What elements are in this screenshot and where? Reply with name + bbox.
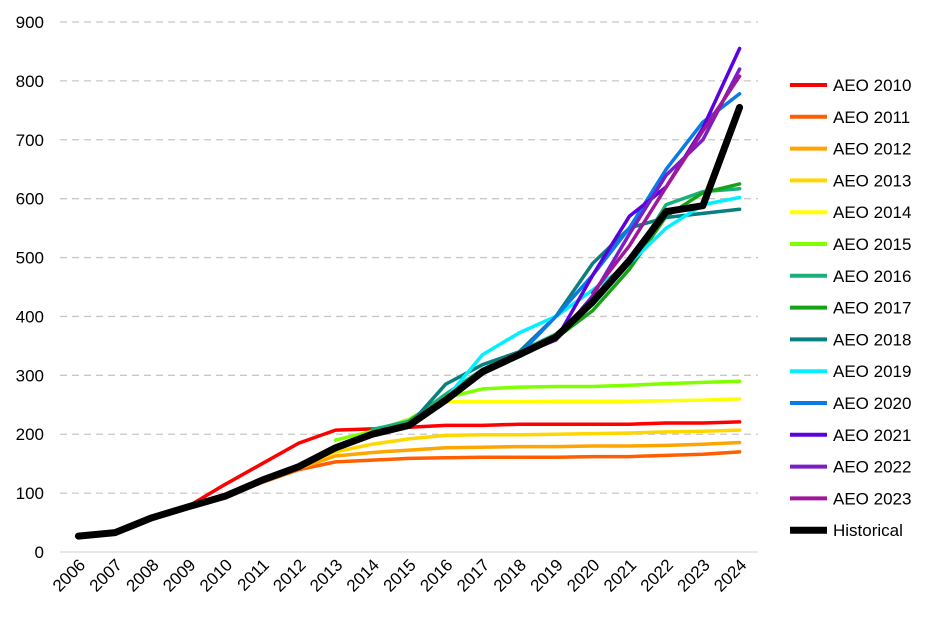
x-tick-label: 2010	[196, 555, 236, 595]
series-line-aeo-2016	[370, 186, 742, 432]
legend-label: AEO 2016	[833, 267, 911, 286]
x-tick-label: 2008	[122, 555, 162, 595]
series-line-historical	[74, 103, 744, 540]
x-tick-label: 2014	[343, 555, 383, 595]
x-tick-label: 2020	[563, 555, 603, 595]
legend-label: AEO 2022	[833, 458, 911, 477]
x-tick-label: 2009	[159, 555, 199, 595]
x-tick-label: 2006	[49, 555, 89, 595]
y-tick-label: 300	[16, 366, 44, 385]
x-tick-label: 2021	[600, 555, 640, 595]
x-tick-label: 2019	[527, 555, 567, 595]
x-axis-ticks: 2006200720082009201020112012201320142015…	[49, 555, 750, 595]
y-tick-label: 400	[16, 307, 44, 326]
series-line-aeo-2012	[260, 440, 742, 485]
x-tick-label: 2013	[306, 555, 346, 595]
legend-label: AEO 2011	[833, 108, 910, 127]
series-line-aeo-2023	[590, 74, 742, 295]
y-axis-ticks: 0 100 200 300 400 500 600 700 800 900	[16, 13, 44, 562]
x-tick-label: 2016	[416, 555, 456, 595]
y-tick-label: 900	[16, 13, 44, 32]
x-tick-label: 2018	[490, 555, 530, 595]
legend-label: AEO 2020	[833, 394, 911, 413]
legend-label: AEO 2012	[833, 140, 911, 159]
series-line-aeo-2011	[223, 450, 742, 498]
y-tick-label: 200	[16, 425, 44, 444]
y-tick-label: 600	[16, 190, 44, 209]
legend: AEO 2010 AEO 2011 AEO 2012 AEO 2013 AEO 2014…	[790, 76, 911, 540]
x-tick-label: 2011	[234, 555, 273, 594]
y-tick-label: 500	[16, 249, 44, 268]
legend-label: AEO 2013	[833, 171, 911, 190]
series-line-aeo-2010	[186, 420, 742, 508]
x-tick-label: 2007	[86, 555, 126, 595]
gridlines	[60, 21, 758, 553]
legend-label: AEO 2019	[833, 362, 911, 381]
series-lines	[74, 46, 744, 540]
series-line-aeo-2019	[443, 195, 742, 401]
legend-label: AEO 2014	[833, 203, 911, 222]
x-tick-label: 2015	[380, 555, 420, 595]
y-tick-label: 800	[16, 72, 44, 91]
legend-label: AEO 2017	[833, 299, 911, 318]
legend-label: AEO 2010	[833, 76, 911, 95]
x-tick-label: 2017	[453, 555, 493, 595]
legend-label: AEO 2023	[833, 489, 911, 508]
x-tick-label: 2024	[710, 555, 750, 595]
series-line-aeo-2013	[297, 428, 742, 469]
y-tick-label: 0	[35, 543, 44, 562]
x-tick-label: 2022	[637, 555, 677, 595]
x-tick-label: 2012	[269, 555, 309, 595]
legend-label: Historical	[833, 521, 903, 540]
x-tick-label: 2023	[674, 555, 714, 595]
legend-label: AEO 2015	[833, 235, 911, 254]
legend-label: AEO 2018	[833, 330, 911, 349]
y-tick-label: 700	[16, 131, 44, 150]
legend-label: AEO 2021	[833, 426, 911, 445]
y-tick-label: 100	[16, 484, 44, 503]
